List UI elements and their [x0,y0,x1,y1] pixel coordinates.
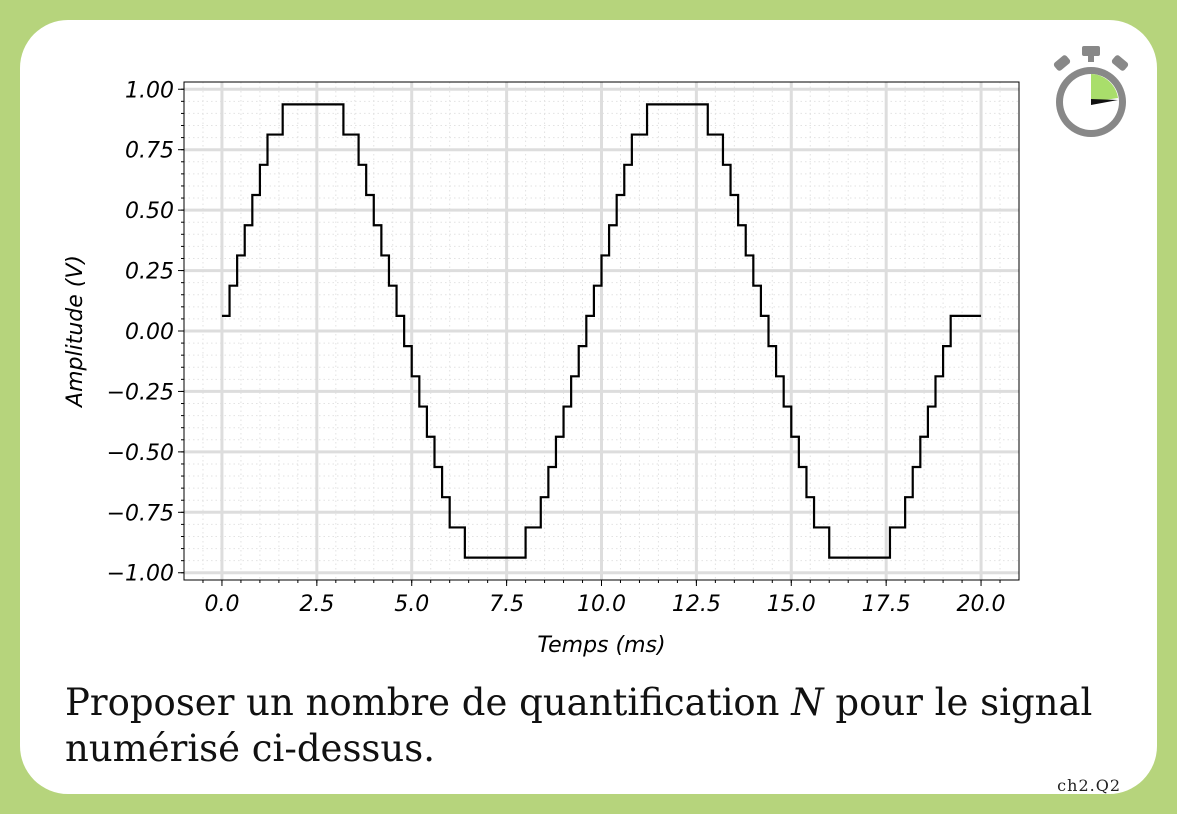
y-tick-label: 0.75 [125,139,174,164]
stopwatch-stem [1088,54,1094,62]
question-card: 0.0 2.5 5.0 7.5 10.0 12.5 15.0 17.5 20.0 −1.00 −0.… [20,20,1160,795]
stopwatch-crown [1082,46,1100,56]
stopwatch-left-button [1053,55,1071,71]
x-tick-label: 7.5 [489,592,524,617]
y-tick-label: −1.00 [107,562,174,587]
y-tick-label: 0.50 [125,199,174,224]
y-axis-label: Amplitude (V) [63,255,88,409]
x-tick-label: 0.0 [204,592,239,617]
x-tick-label: 15.0 [767,592,816,617]
y-tick-label: −0.75 [107,501,174,526]
stopwatch-elapsed-sector [1091,74,1118,102]
x-tick-label: 10.0 [577,592,626,617]
x-tick-label: 12.5 [672,592,721,617]
y-tick-label: 0.25 [125,260,174,285]
math-symbol-N: N [791,681,824,724]
y-tick-label: 0.00 [125,320,174,345]
question-text-end: pour le signal numérisé ci-dessus. [65,681,1093,770]
y-tick-label: −0.25 [107,380,174,405]
signal-series-line [221,103,982,559]
stopwatch-hand [1091,99,1118,105]
y-tick-label: 1.00 [125,78,174,103]
question-text: Proposer un nombre de quantification N p… [65,680,1160,772]
chart: 0.0 2.5 5.0 7.5 10.0 12.5 15.0 17.5 20.0 −1.00 −0.… [63,78,1020,658]
x-axis-label: Temps (ms) [537,633,665,658]
y-tick-label: −0.50 [107,441,174,466]
card-code: ch2.Q2 [1057,776,1121,795]
stopwatch-right-button [1111,55,1129,71]
x-tick-label: 2.5 [299,592,334,617]
x-tick-label: 20.0 [957,592,1006,617]
x-tick-label: 17.5 [862,592,911,617]
x-tick-label: 5.0 [394,592,429,617]
question-text-start: Proposer un nombre de quantification [65,681,792,724]
stopwatch-icon [1053,46,1129,137]
